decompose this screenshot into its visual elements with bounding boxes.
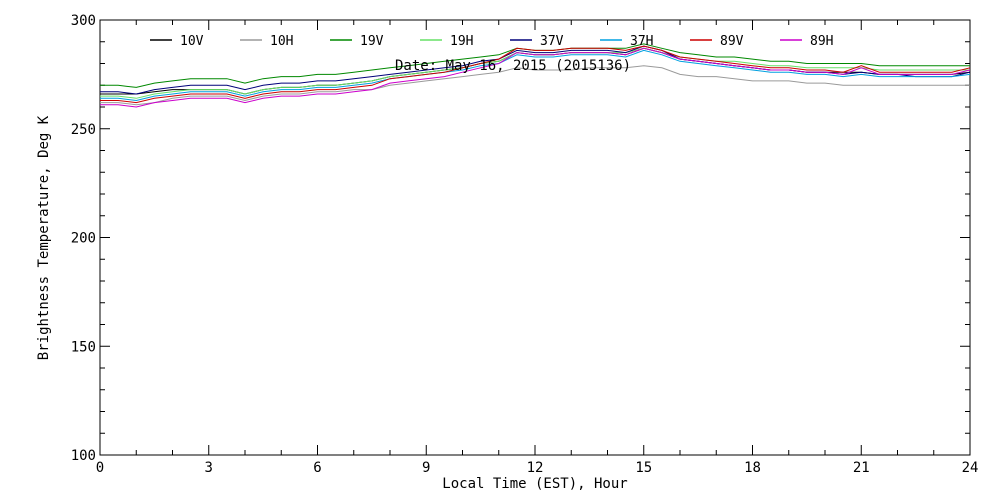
series-lines: [100, 43, 971, 108]
y-tick-label: 250: [71, 122, 96, 138]
y-tick-label: 300: [71, 13, 96, 29]
x-tick-label: 18: [744, 460, 761, 476]
y-tick-label: 200: [71, 231, 96, 247]
x-tick-label: 9: [422, 460, 430, 476]
series-line-89h: [100, 47, 971, 108]
legend-label-19h: 19H: [450, 34, 473, 49]
x-axis-label: Local Time (EST), Hour: [442, 476, 627, 492]
y-tick-label: 150: [71, 339, 96, 355]
x-tick-label: 0: [96, 460, 104, 476]
y-tick-label: 100: [71, 448, 96, 464]
legend-label-37h: 37H: [630, 34, 653, 49]
x-tick-label: 12: [527, 460, 544, 476]
series-line-37h: [100, 49, 971, 102]
x-tick-label: 15: [635, 460, 652, 476]
legend: 10V 10H 19V 19H 37V 37H 89V 89H: [150, 34, 833, 49]
x-tick-label: 3: [205, 460, 213, 476]
x-tick-label: 6: [313, 460, 321, 476]
legend-label-89h: 89H: [810, 34, 833, 49]
legend-label-37v: 37V: [540, 34, 564, 49]
date-annotation: Date: May 16, 2015 (2015136): [395, 58, 631, 74]
series-line-89v: [100, 45, 971, 104]
x-tick-label: 21: [853, 460, 870, 476]
legend-label-89v: 89V: [720, 34, 744, 49]
legend-label-10h: 10H: [270, 34, 293, 49]
legend-label-19v: 19V: [360, 34, 384, 49]
x-tick-label: 24: [962, 460, 979, 476]
legend-label-10v: 10V: [180, 34, 204, 49]
axis-tick-labels: 0 3 6 9 12 15 18 21 24 100 150 200 250 300: [71, 13, 979, 476]
axis-ticks: [99, 19, 971, 456]
y-axis-label: Brightness Temperature, Deg K: [36, 115, 52, 360]
series-line-10h: [100, 65, 970, 106]
